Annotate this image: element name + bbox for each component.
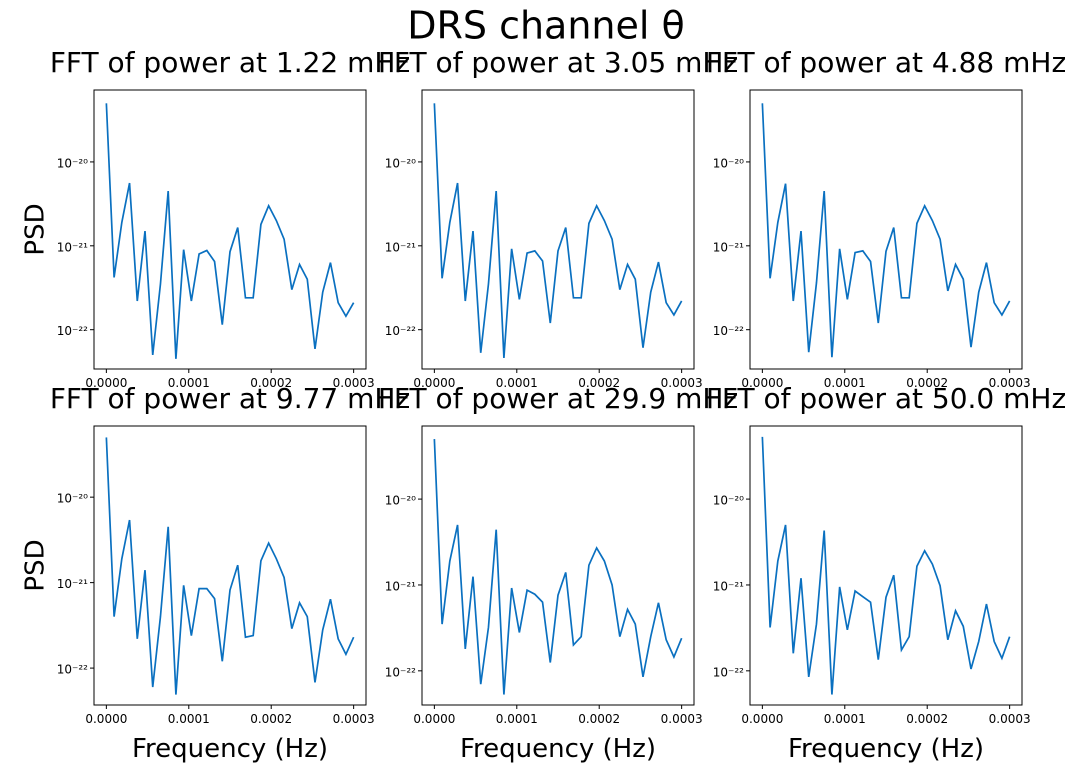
axes-frame [749, 425, 1023, 706]
data-line [105, 103, 355, 359]
x-tick-label: 0.0003 [989, 712, 1031, 726]
y-tick-label: 10⁻²⁰ [385, 494, 416, 508]
y-tick-label: 10⁻²¹ [713, 579, 744, 593]
x-tick-label: 0.0003 [661, 712, 703, 726]
x-tick-label: 0.0002 [578, 712, 620, 726]
x-tick-label: 0.0002 [250, 712, 292, 726]
subplot-title: FFT of power at 4.88 mHz [706, 46, 1066, 79]
figure-title: DRS channel θ [407, 4, 685, 48]
axes-frame [93, 89, 367, 370]
x-tick-label: 0.0001 [824, 712, 866, 726]
x-tick-label: 0.0000 [741, 376, 783, 390]
y-tick-label: 10⁻²² [713, 665, 744, 679]
x-tick-label: 0.0001 [496, 712, 538, 726]
x-tick-label: 0.0001 [824, 376, 866, 390]
subplot-title: FFT of power at 3.05 mHz [378, 46, 738, 79]
subplot-title: FFT of power at 50.0 mHz [706, 382, 1066, 415]
y-tick-label: 10⁻²² [57, 663, 88, 677]
y-tick-label: 10⁻²¹ [57, 240, 88, 254]
y-axis-label: PSD [21, 203, 51, 255]
axes-frame [93, 425, 367, 706]
axes-frame [749, 89, 1023, 370]
x-tick-label: 0.0002 [578, 376, 620, 390]
x-axis-label: Frequency (Hz) [132, 734, 328, 764]
x-axis-label: Frequency (Hz) [460, 734, 656, 764]
y-tick-label: 10⁻²¹ [385, 240, 416, 254]
x-tick-label: 0.0000 [413, 376, 455, 390]
y-tick-label: 10⁻²¹ [57, 577, 88, 591]
data-line [761, 436, 1011, 695]
x-tick-label: 0.0003 [661, 376, 703, 390]
y-tick-label: 10⁻²¹ [385, 579, 416, 593]
x-tick-label: 0.0001 [168, 712, 210, 726]
data-line [761, 103, 1011, 358]
x-tick-label: 0.0003 [333, 376, 375, 390]
data-line [433, 103, 683, 359]
y-tick-label: 10⁻²¹ [713, 240, 744, 254]
x-tick-label: 0.0002 [906, 712, 948, 726]
x-tick-label: 0.0001 [496, 376, 538, 390]
x-tick-label: 0.0003 [989, 376, 1031, 390]
x-tick-label: 0.0000 [741, 712, 783, 726]
y-tick-label: 10⁻²² [385, 324, 416, 338]
data-line [433, 439, 683, 695]
axes-frame [421, 89, 695, 370]
x-tick-label: 0.0002 [906, 376, 948, 390]
subplot-title: FFT of power at 29.9 mHz [378, 382, 738, 415]
subplot-title: FFT of power at 9.77 mHz [50, 382, 410, 415]
y-tick-label: 10⁻²⁰ [713, 494, 744, 508]
x-tick-label: 0.0002 [250, 376, 292, 390]
y-tick-label: 10⁻²⁰ [713, 156, 744, 170]
subplot-title: FFT of power at 1.22 mHz [50, 46, 410, 79]
axes-frame [421, 425, 695, 706]
y-tick-label: 10⁻²⁰ [57, 492, 88, 506]
x-tick-label: 0.0003 [333, 712, 375, 726]
x-tick-label: 0.0001 [168, 376, 210, 390]
data-line [105, 437, 355, 695]
y-tick-label: 10⁻²⁰ [385, 156, 416, 170]
y-tick-label: 10⁻²² [57, 324, 88, 338]
x-tick-label: 0.0000 [413, 712, 455, 726]
y-tick-label: 10⁻²² [713, 324, 744, 338]
y-tick-label: 10⁻²² [385, 665, 416, 679]
x-tick-label: 0.0000 [85, 712, 127, 726]
x-axis-label: Frequency (Hz) [788, 734, 984, 764]
y-tick-label: 10⁻²⁰ [57, 156, 88, 170]
x-tick-label: 0.0000 [85, 376, 127, 390]
y-axis-label: PSD [21, 539, 51, 591]
